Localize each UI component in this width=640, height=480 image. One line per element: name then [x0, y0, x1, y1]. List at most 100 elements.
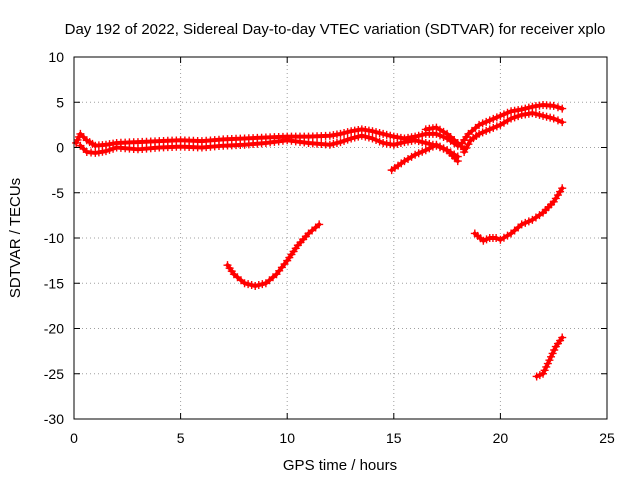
x-axis-label: GPS time / hours	[283, 457, 397, 474]
y-tick-label: -10	[44, 230, 64, 246]
data-point-marker	[244, 280, 253, 289]
data-point-marker	[539, 369, 548, 378]
data-point-marker	[375, 137, 384, 146]
data-point-marker	[368, 134, 377, 143]
data-point-marker	[389, 140, 398, 149]
data-point-marker	[492, 113, 501, 122]
data-point-marker	[254, 281, 263, 290]
chart-title: Day 192 of 2022, Sidereal Day-to-day VTE…	[65, 21, 606, 38]
data-point-marker	[482, 126, 491, 135]
data-point-marker	[524, 217, 533, 226]
data-point-marker	[553, 116, 562, 125]
y-tick-label: -15	[44, 275, 64, 291]
data-point-marker	[372, 135, 381, 144]
data-point-marker	[507, 114, 516, 123]
data-point-marker	[485, 116, 494, 125]
data-point-marker	[332, 138, 341, 147]
data-point-marker	[101, 147, 110, 156]
data-point-marker	[496, 111, 505, 120]
y-tick-label: 10	[48, 49, 64, 65]
data-point-marker	[539, 111, 548, 120]
data-point-marker	[553, 103, 562, 112]
data-point-marker	[550, 345, 559, 354]
data-point-marker	[364, 133, 373, 142]
x-tick-label: 0	[70, 430, 78, 446]
y-tick-label: -30	[44, 411, 64, 427]
data-point-marker	[343, 135, 352, 144]
data-point-marker	[558, 333, 567, 342]
x-tick-label: 10	[279, 430, 295, 446]
data-point-marker	[251, 281, 260, 290]
series-arc-2	[387, 140, 462, 175]
data-point-marker	[439, 144, 448, 153]
data-point-marker	[418, 130, 427, 139]
data-point-marker	[503, 108, 512, 117]
data-point-marker	[558, 118, 567, 127]
x-tick-label: 20	[493, 430, 509, 446]
y-tick-labels: 10 5 0 -5 -10 -15 -20 -25 -30	[44, 49, 64, 427]
series-line	[472, 186, 565, 243]
y-tick-label: -5	[52, 185, 65, 201]
data-point-marker	[382, 130, 391, 139]
data-point-marker	[478, 128, 487, 137]
data-point-marker	[375, 129, 384, 138]
x-tick-label: 25	[599, 430, 615, 446]
data-point-marker	[482, 117, 491, 126]
data-point-marker	[510, 113, 519, 122]
data-point-marker	[548, 349, 557, 358]
data-point-marker	[247, 281, 256, 290]
data-point-marker	[329, 139, 338, 148]
data-point-marker	[489, 123, 498, 132]
data-point-marker	[421, 146, 430, 155]
data-point-marker	[393, 139, 402, 148]
data-point-marker	[517, 220, 526, 229]
data-point-marker	[315, 220, 324, 229]
y-tick-label: 0	[56, 140, 64, 156]
series-arc-5	[223, 220, 324, 290]
data-point-marker	[386, 131, 395, 140]
data-point-marker	[347, 134, 356, 143]
data-point-marker	[425, 144, 434, 153]
data-point-marker	[109, 144, 118, 153]
data-point-marker	[485, 125, 494, 134]
data-point-marker	[421, 138, 430, 147]
data-point-marker	[354, 132, 363, 141]
data-point-marker	[428, 142, 437, 151]
data-point-marker	[350, 133, 359, 142]
data-point-marker	[547, 352, 556, 361]
data-point-marker	[549, 114, 558, 123]
x-tick-label: 15	[386, 430, 402, 446]
series-arc-6	[470, 184, 567, 245]
data-point-marker	[499, 110, 508, 119]
data-point-marker	[549, 101, 558, 110]
data-point-marker	[336, 138, 345, 147]
data-point-marker	[357, 131, 366, 140]
plot-frame	[73, 56, 608, 420]
data-point-marker	[489, 114, 498, 123]
data-point-marker	[543, 359, 552, 368]
data-point-marker	[372, 128, 381, 137]
data-point-marker	[435, 142, 444, 151]
data-point-marker	[340, 136, 349, 145]
data-point-marker	[558, 104, 567, 113]
series-arc-4-upper	[458, 100, 567, 147]
data-point-marker	[336, 129, 345, 138]
data-point-marker	[475, 120, 484, 129]
data-point-marker	[368, 127, 377, 136]
data-point-marker	[414, 149, 423, 158]
grid-lines	[74, 57, 607, 419]
data-point-marker	[343, 128, 352, 137]
data-point-marker	[105, 145, 114, 154]
data-point-marker	[414, 137, 423, 146]
data-point-marker	[558, 184, 567, 193]
data-point-marker	[340, 129, 349, 138]
data-point-marker	[475, 129, 484, 138]
data-point-marker	[396, 138, 405, 147]
data-point-marker	[258, 280, 267, 289]
data-point-marker	[540, 366, 549, 375]
data-point-marker	[492, 122, 501, 131]
data-point-marker	[325, 140, 334, 149]
data-series	[72, 100, 567, 381]
data-point-marker	[411, 150, 420, 159]
